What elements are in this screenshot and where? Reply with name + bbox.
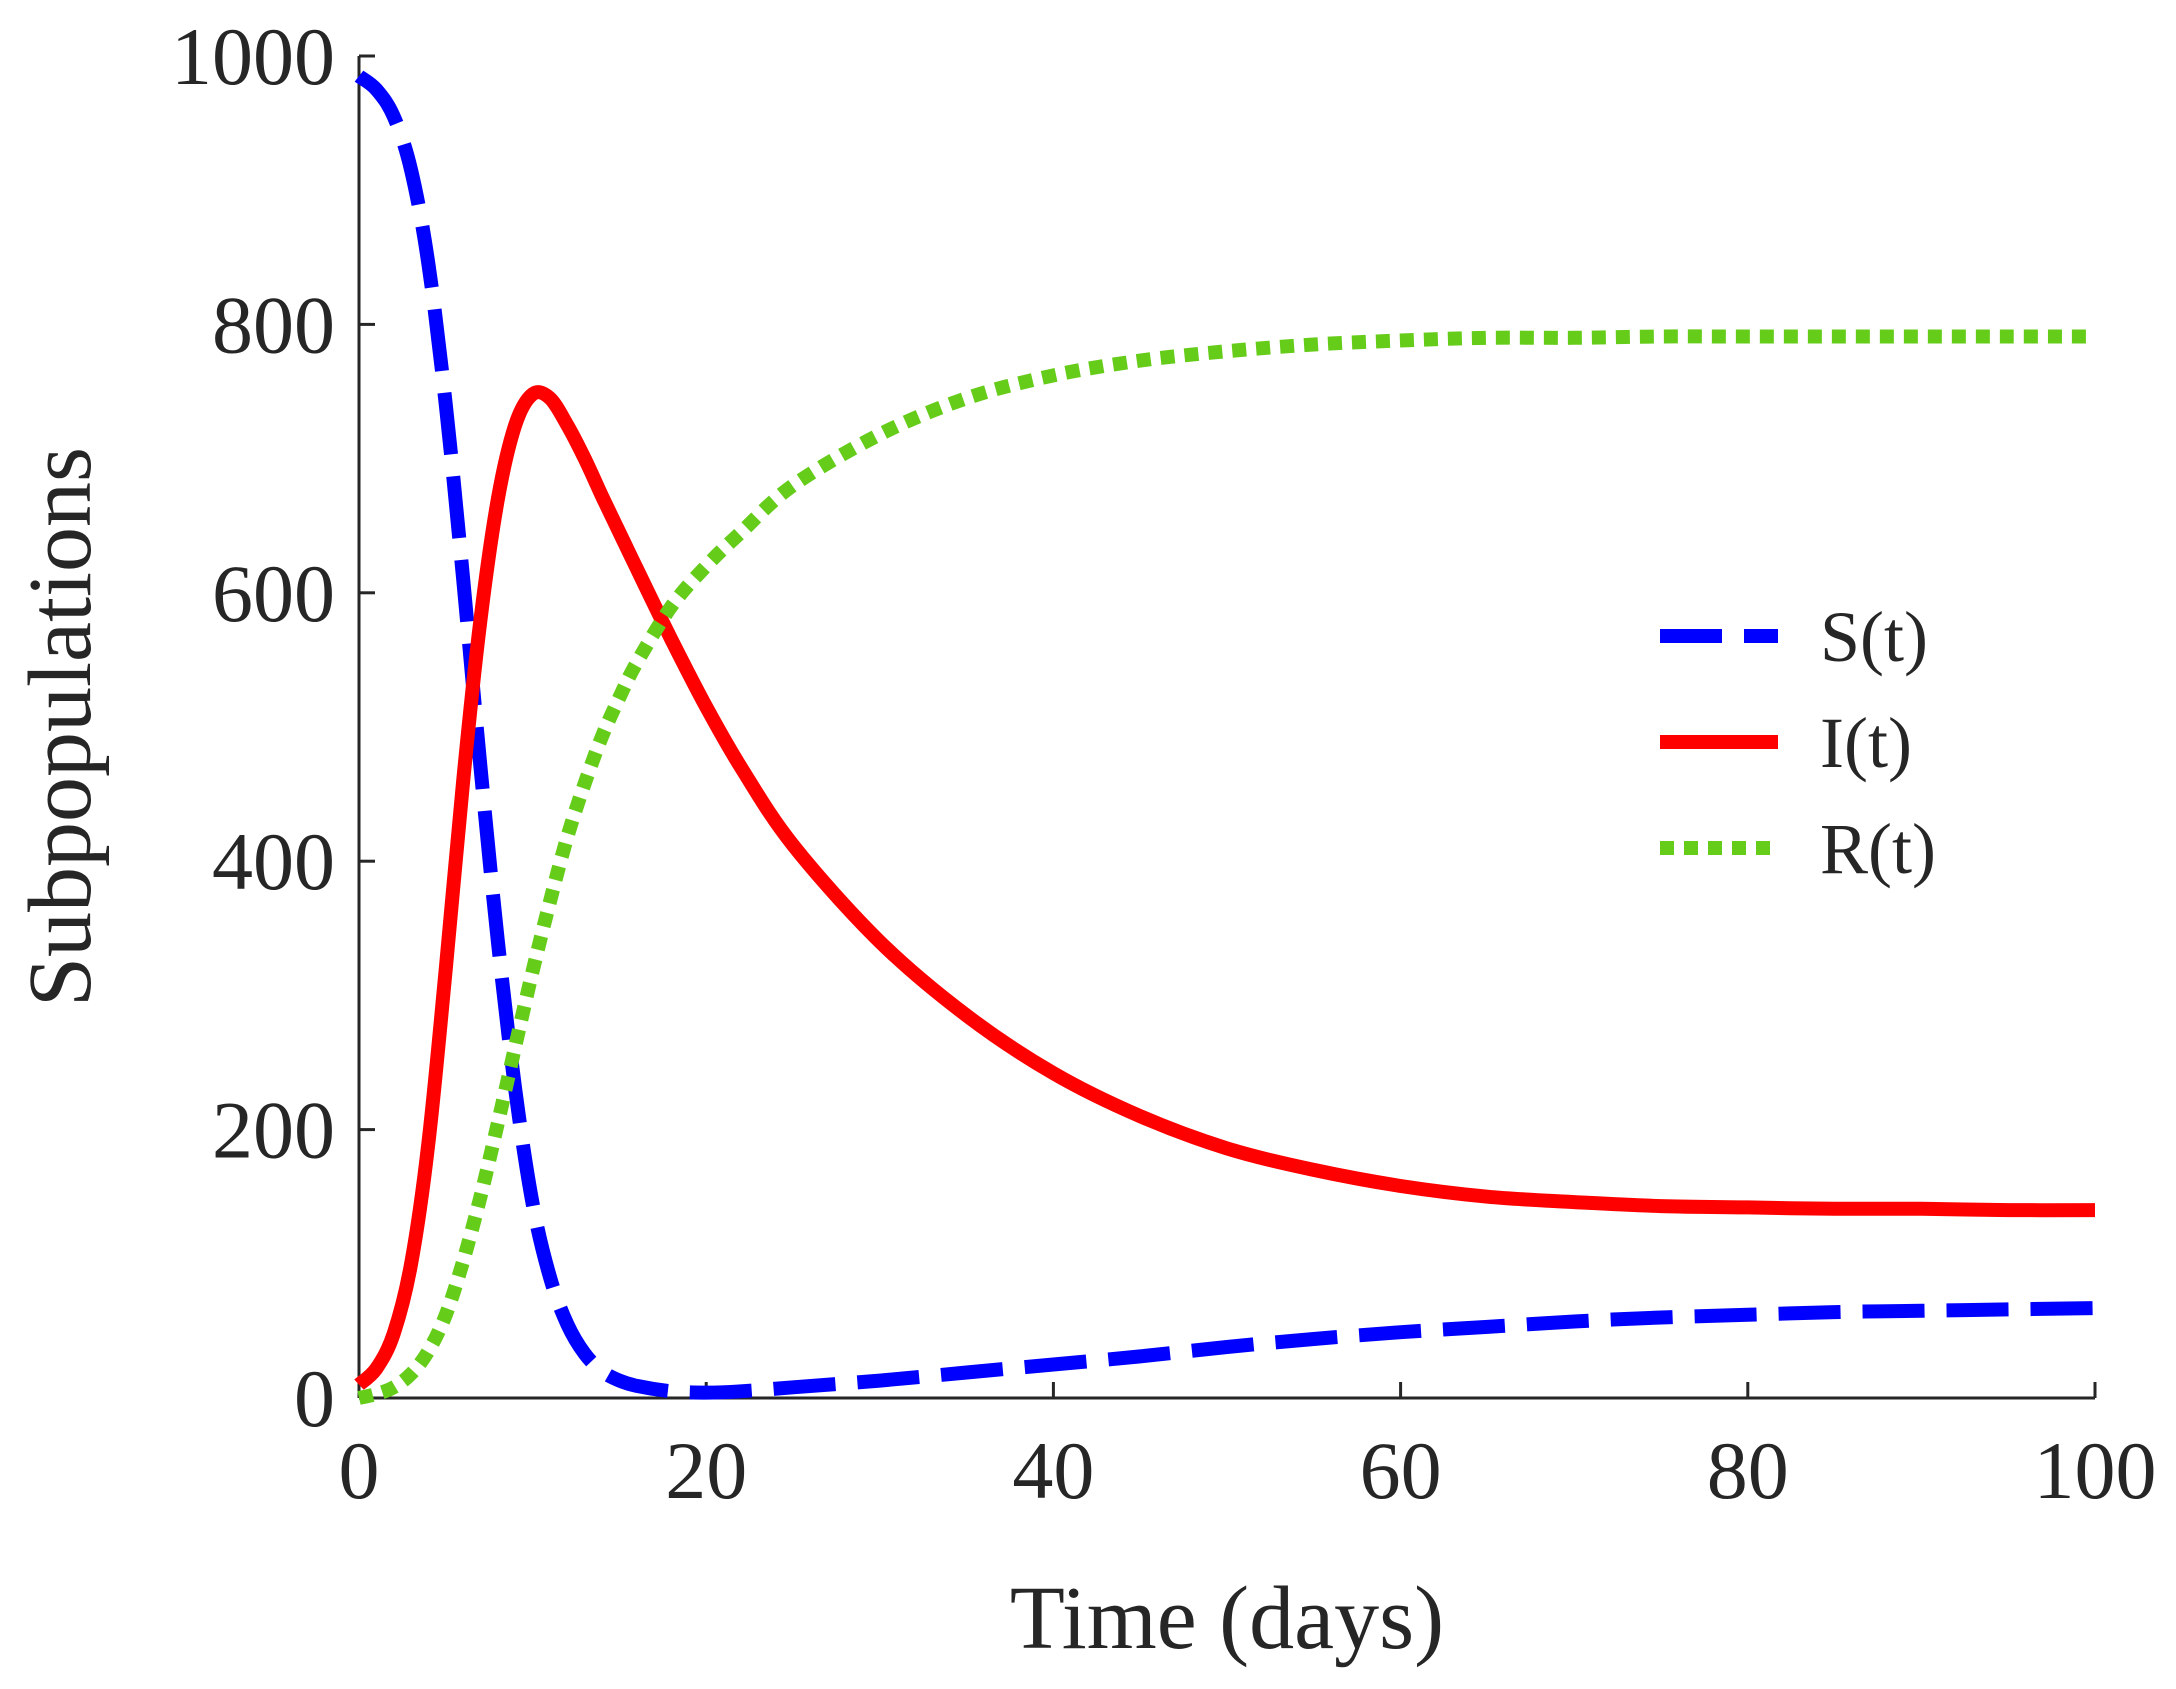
legend-label-s: S(t) [1820,597,1928,677]
y-axis-title: Subpopulations [11,447,110,1007]
series-line-i [354,385,2096,1390]
x-tick-label: 0 [339,1425,380,1516]
y-tick-label: 400 [212,816,335,907]
legend-label-r: R(t) [1820,809,1936,889]
legend-label-i: I(t) [1820,703,1912,783]
y-tick-label: 200 [212,1085,335,1176]
y-tick-label: 1000 [171,11,335,102]
y-tick-label: 800 [212,279,335,370]
legend: S(t) I(t) R(t) [1660,597,1936,889]
x-axis-title: Time (days) [1010,1569,1444,1668]
x-tick-label: 60 [1360,1425,1442,1516]
series-line-r [357,329,2095,1405]
x-tick-label: 20 [665,1425,747,1516]
series-group [354,70,2096,1405]
y-tick-label: 600 [212,548,335,639]
x-tick-label: 80 [1707,1425,1789,1516]
y-tick-label: 0 [294,1353,335,1444]
axes [357,56,2095,1400]
x-tick-label: 40 [1012,1425,1094,1516]
x-tick-label: 100 [2034,1425,2157,1516]
